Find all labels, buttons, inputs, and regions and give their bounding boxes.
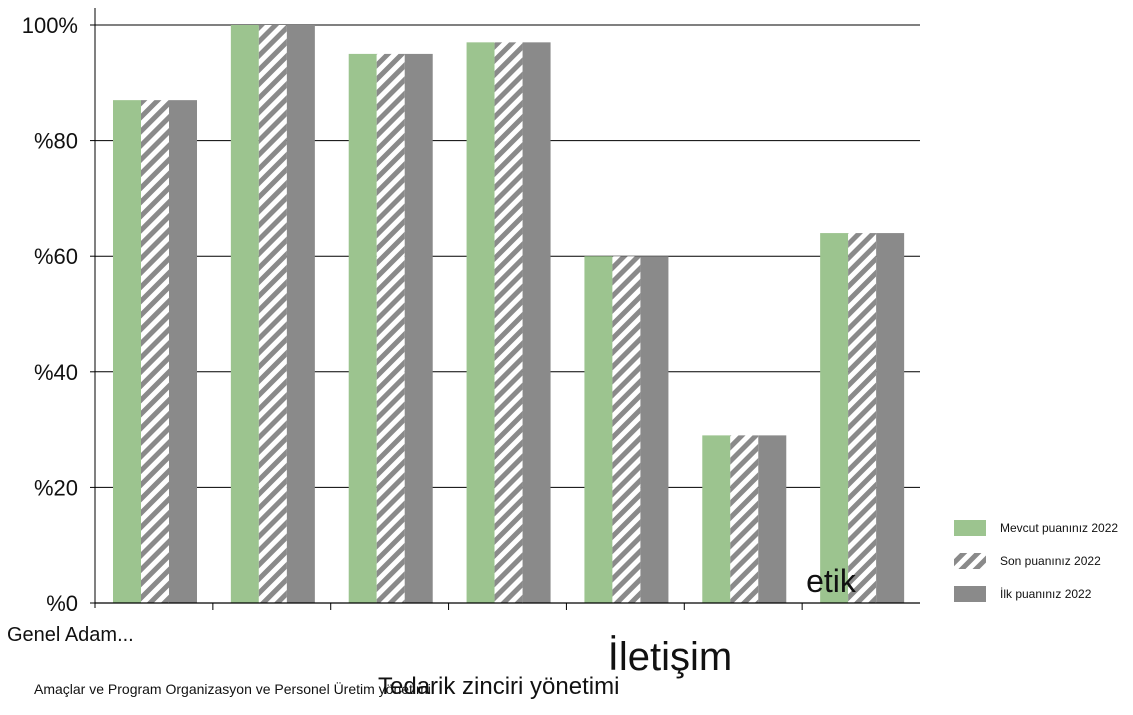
bar bbox=[494, 42, 523, 603]
bar bbox=[758, 435, 787, 603]
bar bbox=[640, 256, 669, 603]
bar bbox=[820, 233, 849, 603]
bar bbox=[286, 25, 315, 603]
bar bbox=[702, 435, 731, 603]
bar bbox=[848, 233, 877, 603]
category-label-small-row: Amaçlar ve Program Organizasyon ve Perso… bbox=[34, 680, 431, 697]
bar bbox=[376, 53, 405, 603]
y-tick-label: 100% bbox=[22, 13, 78, 38]
legend-label: Son puanınız 2022 bbox=[1000, 554, 1101, 568]
y-tick-label: %0 bbox=[46, 591, 78, 616]
bar bbox=[169, 100, 197, 603]
legend-label: Mevcut puanınız 2022 bbox=[1000, 521, 1118, 535]
bar bbox=[612, 256, 641, 603]
bars bbox=[113, 25, 905, 603]
y-tick-label: %20 bbox=[34, 475, 78, 500]
bar bbox=[348, 53, 377, 603]
category-label-tedarik: Tedarik zinciri yönetimi bbox=[378, 673, 619, 700]
y-tick-label: %40 bbox=[34, 360, 78, 385]
legend: Mevcut puanınız 2022 Son puanınız 2022 İlk… bbox=[954, 520, 1118, 602]
bar bbox=[141, 100, 169, 603]
y-tick-label: %60 bbox=[34, 244, 78, 269]
bar bbox=[876, 233, 905, 603]
category-label-iletisim: İletişim bbox=[608, 634, 732, 679]
bar bbox=[584, 256, 613, 603]
bar bbox=[230, 25, 259, 603]
axes bbox=[94, 8, 920, 608]
category-label-genel: Genel Adam... bbox=[7, 624, 134, 646]
legend-swatch bbox=[954, 586, 986, 602]
x-axis-ticks bbox=[212, 603, 803, 610]
bar bbox=[113, 100, 141, 603]
y-tick-label: %80 bbox=[34, 129, 78, 154]
bar bbox=[258, 25, 287, 603]
bar bbox=[730, 435, 759, 603]
y-axis-tick-labels: %0 %20 %40 %60 %80 100% bbox=[22, 13, 95, 616]
bar bbox=[466, 42, 495, 603]
category-label-etik: etik bbox=[806, 563, 857, 599]
bar bbox=[404, 53, 433, 603]
legend-swatch bbox=[954, 520, 986, 536]
bar bbox=[522, 42, 551, 603]
legend-swatch bbox=[954, 553, 986, 569]
legend-label: İlk puanınız 2022 bbox=[1000, 587, 1092, 601]
